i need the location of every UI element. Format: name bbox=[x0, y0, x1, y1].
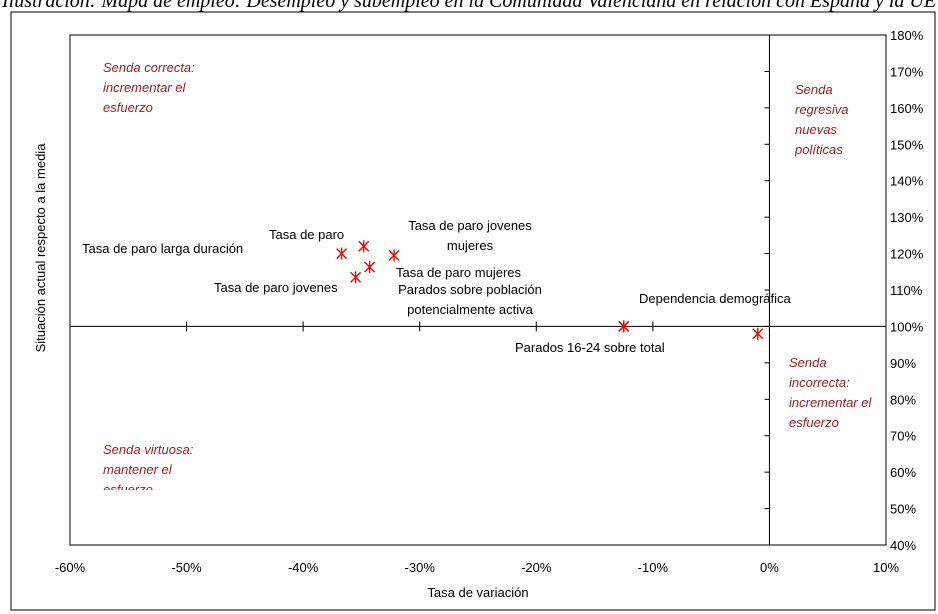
y-tick-label: 50% bbox=[890, 502, 916, 517]
y-tick-label: 60% bbox=[890, 465, 916, 480]
y-tick-label: 150% bbox=[890, 137, 924, 152]
data-label: Tasa de paro mujeres bbox=[396, 265, 522, 280]
data-points bbox=[336, 240, 764, 340]
y-tick-label: 100% bbox=[890, 319, 924, 334]
data-label: Tasa de paro bbox=[269, 227, 344, 242]
x-tick-label: 0% bbox=[760, 560, 779, 575]
cropped-header: Ilustración: Mapa de empleo: Desempleo y… bbox=[0, 0, 938, 12]
y-tick-label: 160% bbox=[890, 101, 924, 116]
data-point bbox=[388, 249, 400, 262]
chart-area-border bbox=[10, 11, 936, 611]
data-label: Tasa de paro jovenes mujeres bbox=[408, 218, 532, 253]
y-tick-label: 110% bbox=[890, 283, 923, 298]
data-label: Tasa de paro jovenes bbox=[214, 280, 338, 295]
quadrant-label: Senda correcta: incrementar el esfuerzo bbox=[103, 60, 195, 115]
data-point bbox=[618, 320, 630, 333]
y-tick-label: 180% bbox=[890, 28, 924, 43]
data-point bbox=[350, 271, 362, 284]
data-point bbox=[752, 327, 764, 340]
x-tick-label: -20% bbox=[521, 560, 552, 575]
quadrant-label: Senda incorrecta: incrementar el esfuerzo bbox=[789, 355, 872, 430]
data-point bbox=[358, 240, 370, 253]
x-tick-label: 10% bbox=[873, 560, 899, 575]
x-tick-label: -40% bbox=[288, 560, 319, 575]
y-tick-label: 120% bbox=[890, 247, 924, 262]
x-tick-label: -10% bbox=[638, 560, 669, 575]
x-axis-title: Tasa de variación bbox=[427, 585, 528, 600]
data-labels: Tasa de paro larga duración Tasa de paro T… bbox=[82, 218, 792, 355]
y-tick-label: 140% bbox=[890, 174, 924, 189]
y-tick-label: 170% bbox=[890, 64, 924, 79]
data-point bbox=[364, 261, 376, 274]
y-tick-label: 40% bbox=[890, 538, 916, 553]
y-tick-label: 80% bbox=[890, 392, 916, 407]
data-label: Dependencia demográfica bbox=[639, 291, 792, 306]
x-tick-label: -60% bbox=[55, 560, 86, 575]
header-text: Ilustración: Mapa de empleo: Desempleo y… bbox=[2, 0, 937, 12]
y-tick-label: 70% bbox=[890, 429, 916, 444]
data-point bbox=[336, 247, 348, 260]
x-tick-label: -30% bbox=[405, 560, 436, 575]
quadrant-label: Senda regresiva nuevas políticas bbox=[794, 82, 848, 157]
data-label: Parados sobre población potencialmente ac… bbox=[398, 282, 542, 317]
quadrant-labels: Senda correcta: incrementar el esfuerzo Sen… bbox=[103, 60, 872, 497]
data-label: Parados 16-24 sobre total bbox=[515, 340, 665, 355]
y-tick-label: 90% bbox=[890, 356, 916, 371]
quadrant-label: Senda virtuosa: mantener el esfuerzo bbox=[103, 442, 194, 497]
plot-area-border bbox=[69, 34, 887, 546]
x-tick-label: -50% bbox=[171, 560, 202, 575]
axes-group: -60% -50% -40% -30% -20% -10% 0% 10% 40% 50% 60% 70… bbox=[55, 28, 924, 575]
y-tick-label: 130% bbox=[890, 210, 924, 225]
data-label: Tasa de paro larga duración bbox=[82, 241, 243, 256]
y-axis-title: Situación actual respecto a la media bbox=[33, 143, 48, 353]
